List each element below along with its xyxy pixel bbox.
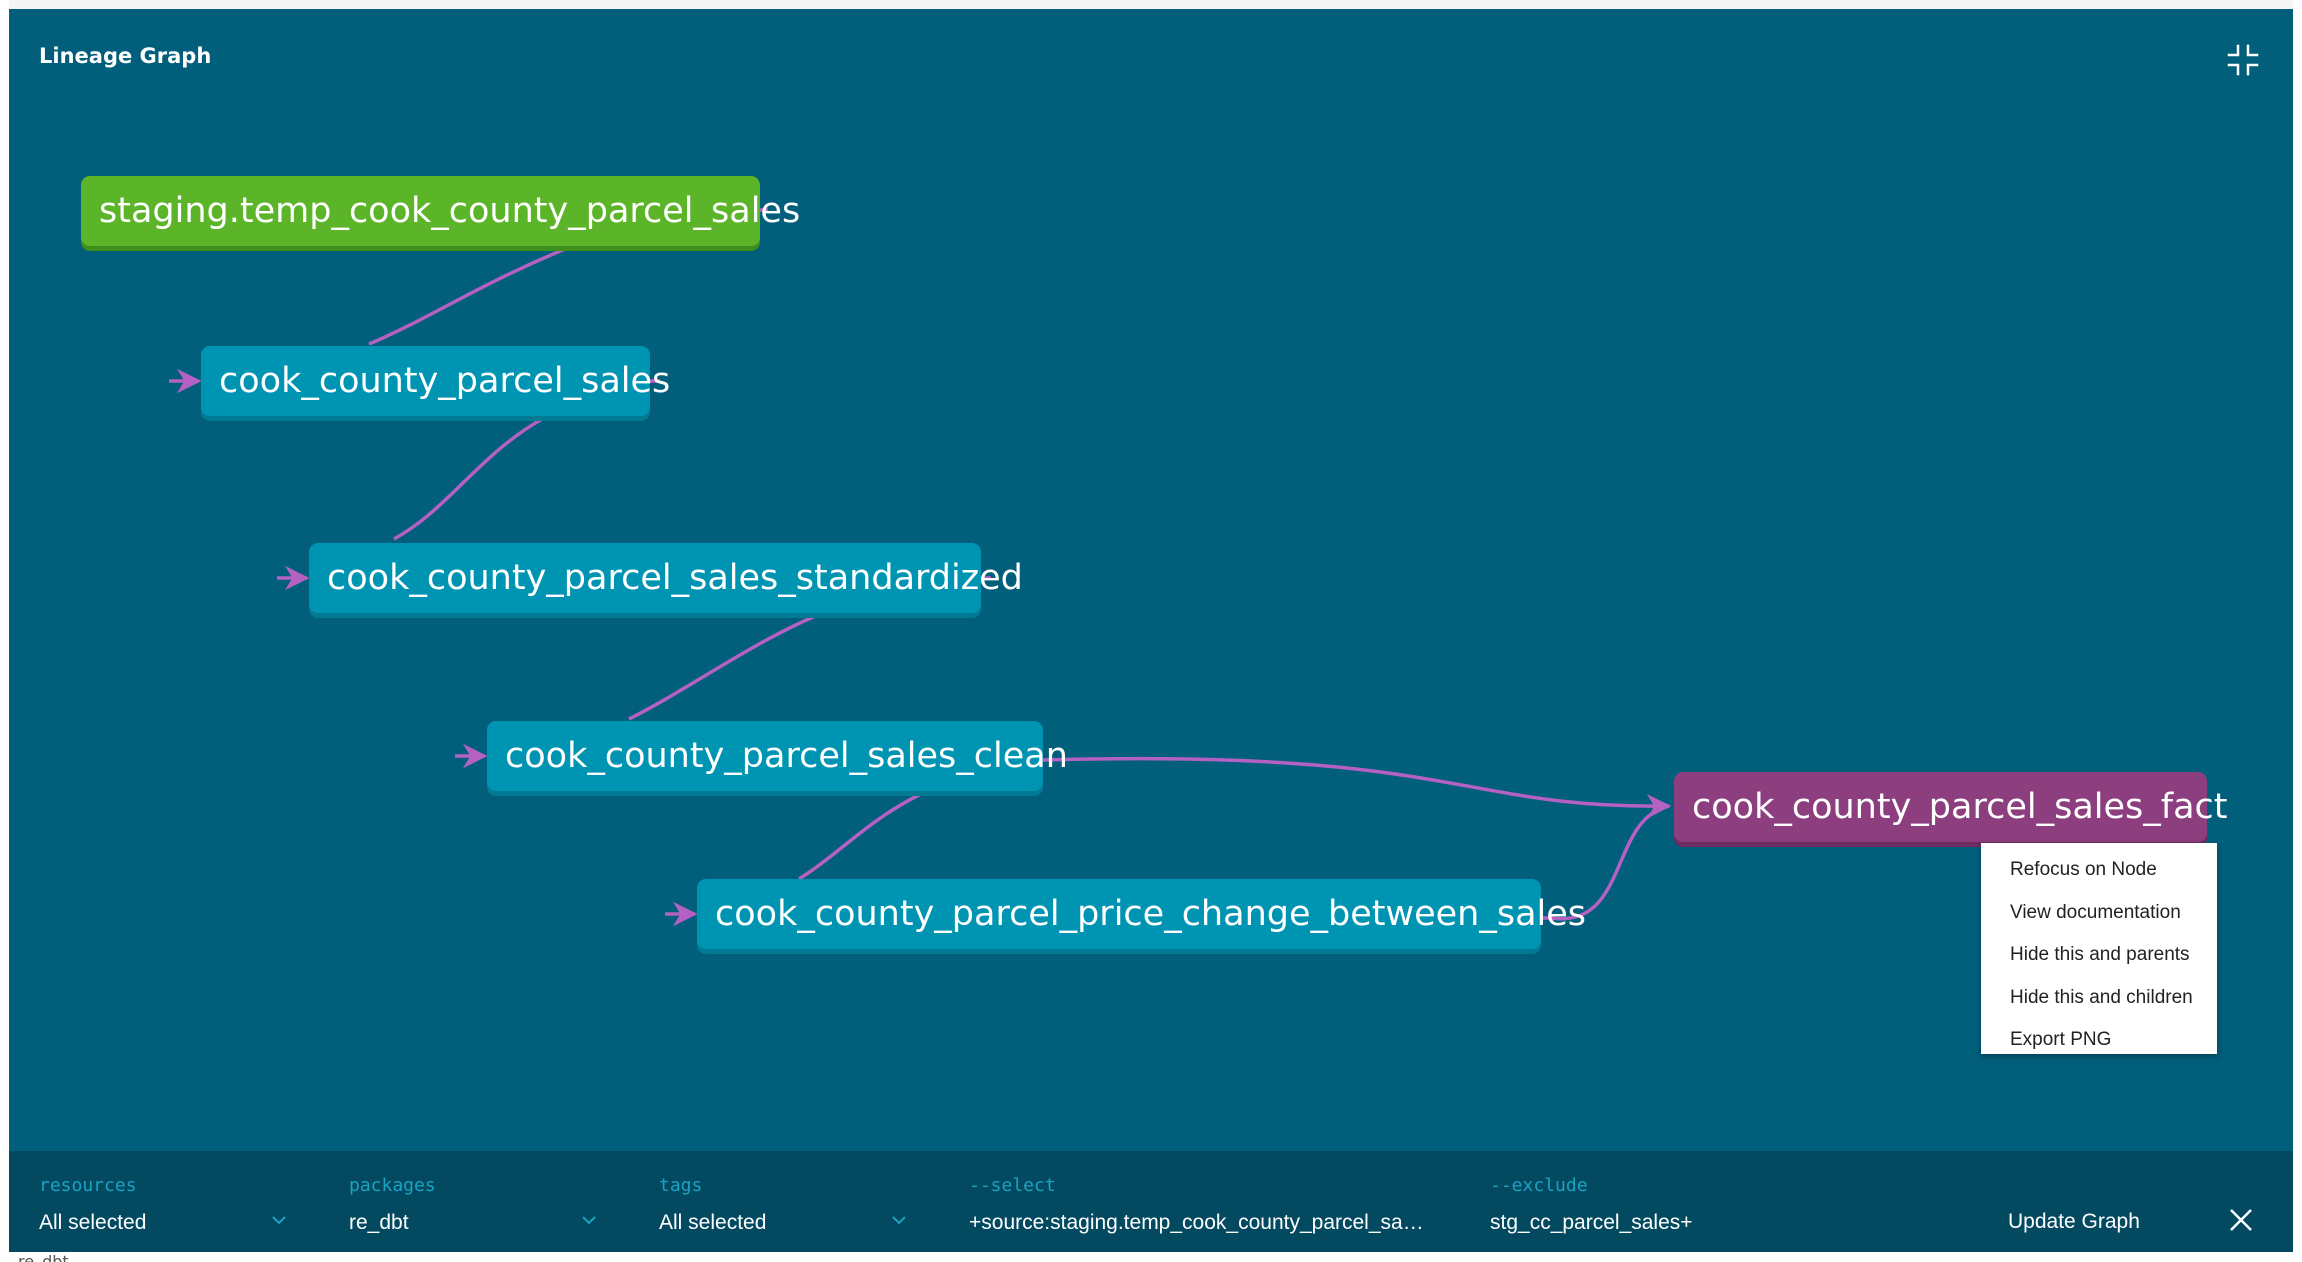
edge-standardized-clean — [628, 612, 821, 721]
menu-item-refocus[interactable]: Refocus on Node — [2010, 859, 2157, 880]
panel-title: Lineage Graph — [39, 44, 212, 68]
edge-sales-standardized — [393, 416, 545, 541]
filter-value: re_dbt — [349, 1211, 409, 1234]
chevron-down-icon[interactable] — [581, 1213, 597, 1227]
menu-item-export-png[interactable]: Export PNG — [2010, 1029, 2112, 1050]
chevron-down-icon[interactable] — [891, 1213, 907, 1227]
edge-clean-fact — [1042, 756, 1672, 819]
filter-select[interactable]: --select +source:staging.temp_cook_count… — [969, 1151, 1449, 1252]
edge-source-sales — [368, 245, 571, 346]
node-parcel-sales-standardized[interactable]: cook_county_parcel_sales_standardized — [309, 543, 1023, 613]
edge-price-change-fact — [1550, 804, 1670, 921]
node-context-menu: Refocus on Node View documentation Hide … — [1981, 843, 2217, 1054]
filter-label: --exclude — [1490, 1175, 1588, 1196]
node-parcel-sales-fact[interactable]: cook_county_parcel_sales_fact — [1674, 772, 2228, 842]
menu-item-view-documentation[interactable]: View documentation — [2010, 901, 2181, 923]
collapse-arrows-icon[interactable] — [2226, 43, 2260, 77]
lineage-edges — [169, 208, 1672, 927]
filter-value: All selected — [659, 1211, 767, 1234]
breadcrumb: re_dbt — [18, 1252, 69, 1262]
app-background-left — [0, 0, 9, 1262]
edge-clean-price-change — [798, 791, 924, 881]
app-background-bottom: re_dbt — [0, 1252, 2302, 1262]
select-input[interactable]: +source:staging.temp_cook_county_parcel_… — [969, 1211, 1424, 1234]
filter-label: packages — [349, 1175, 436, 1196]
filter-label: resources — [39, 1175, 137, 1196]
node-cook-county-parcel-sales[interactable]: cook_county_parcel_sales — [201, 346, 670, 416]
update-graph-button[interactable]: Update Graph — [2008, 1210, 2140, 1233]
exclude-input[interactable]: stg_cc_parcel_sales+ — [1490, 1211, 1693, 1234]
app-background-top — [0, 0, 2302, 9]
close-icon[interactable] — [2228, 1207, 2254, 1233]
lineage-graph-panel: Lineage Graph — [9, 9, 2293, 1252]
graph-filter-bar: resources All selected packages re_dbt t… — [9, 1151, 2293, 1252]
filter-tags[interactable]: tags All selected — [659, 1151, 919, 1252]
app-background-right — [2293, 0, 2302, 1262]
node-parcel-sales-clean[interactable]: cook_county_parcel_sales_clean — [487, 721, 1068, 791]
menu-item-hide-children[interactable]: Hide this and children — [2010, 986, 2193, 1008]
filter-value: All selected — [39, 1211, 147, 1234]
node-parcel-price-change[interactable]: cook_county_parcel_price_change_between_… — [697, 879, 1586, 949]
chevron-down-icon[interactable] — [271, 1213, 287, 1227]
menu-item-hide-parents[interactable]: Hide this and parents — [2010, 944, 2190, 965]
filter-label: --select — [969, 1175, 1056, 1196]
filter-exclude[interactable]: --exclude stg_cc_parcel_sales+ — [1490, 1151, 1890, 1252]
filter-label: tags — [659, 1175, 703, 1196]
filter-packages[interactable]: packages re_dbt — [349, 1151, 609, 1252]
filter-resources[interactable]: resources All selected — [39, 1151, 299, 1252]
node-source-staging[interactable]: staging.temp_cook_county_parcel_sales — [81, 176, 800, 246]
